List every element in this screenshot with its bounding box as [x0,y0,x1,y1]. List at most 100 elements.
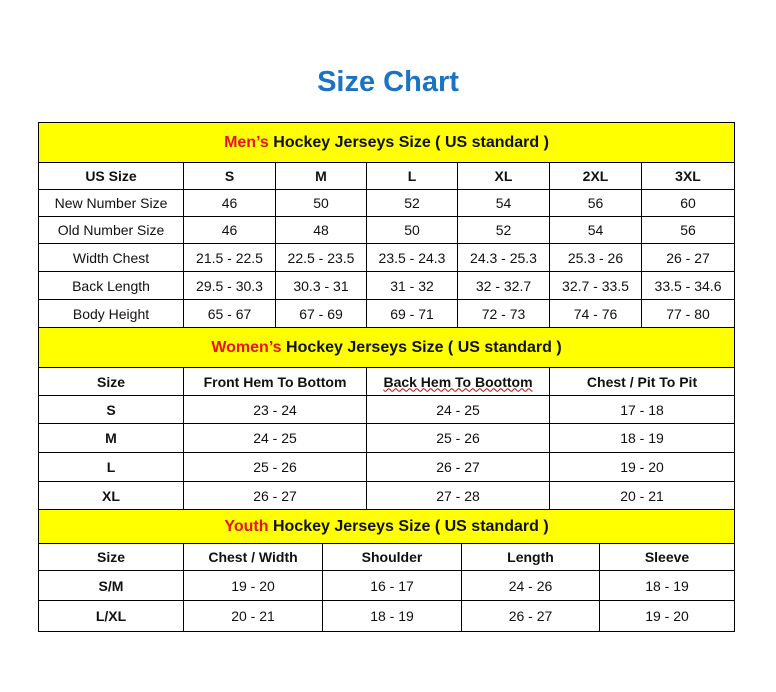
column-header: US Size [38,162,184,190]
table-cell: 27 - 28 [366,481,550,510]
table-cell: 24 - 25 [366,395,550,424]
row-label: XL [38,481,184,510]
column-header: Shoulder [322,543,462,571]
table-cell: 52 [366,189,458,217]
column-header: Sleeve [598,543,736,571]
table-cell: 18 - 19 [322,600,462,632]
column-header: L [366,162,458,190]
women-label: Women’s [211,338,282,356]
table-cell: 26 - 27 [640,243,736,272]
row-label: L/XL [38,600,184,632]
table-cell: 54 [457,189,550,217]
table-row: S/M 19 - 20 16 - 17 24 - 26 18 - 19 [38,570,736,601]
table-cell: 26 - 27 [366,452,550,482]
table-cell: 23.5 - 24.3 [366,243,458,272]
row-label: S/M [38,570,184,601]
table-row: Body Height 65 - 67 67 - 69 69 - 71 72 - 73 7… [38,299,736,328]
table-cell: 50 [275,189,367,217]
table-cell: 32 - 32.7 [457,271,550,300]
youth-label: Youth [224,517,269,535]
table-cell: 52 [457,216,550,244]
column-header: XL [457,162,550,190]
table-row: Old Number Size 46 48 50 52 54 56 [38,216,736,244]
table-cell: 65 - 67 [183,299,276,328]
table-cell: 77 - 80 [640,299,736,328]
table-cell: 20 - 21 [548,481,736,510]
table-cell: 20 - 21 [183,600,323,632]
table-cell: 56 [640,216,736,244]
table-cell: 25.3 - 26 [549,243,642,272]
table-cell: 24.3 - 25.3 [457,243,550,272]
table-cell: 22.5 - 23.5 [275,243,367,272]
table-cell: 21.5 - 22.5 [183,243,276,272]
table-row: L 25 - 26 26 - 27 19 - 20 [38,452,736,482]
table-cell: 69 - 71 [366,299,458,328]
heading-text: Hockey Jerseys Size ( US standard ) [281,338,562,356]
column-header: Size [38,543,184,571]
column-header: 2XL [549,162,642,190]
table-row: M 24 - 25 25 - 26 18 - 19 [38,423,736,453]
youth-section-heading: Youth Hockey Jerseys Size ( US standard … [37,509,736,544]
table-cell: 26 - 27 [461,600,600,632]
row-label: Width Chest [38,243,184,272]
women-size-table: Women’s Hockey Jerseys Size ( US standar… [37,327,736,510]
table-cell: 74 - 76 [549,299,642,328]
header-row: Size Chest / Width Shoulder Length Sleeve [38,543,736,571]
row-label: M [38,423,184,453]
column-header: M [275,162,367,190]
table-cell: 25 - 26 [366,423,550,453]
table-cell: 48 [275,216,367,244]
table-cell: 26 - 27 [183,481,367,510]
table-cell: 60 [640,189,736,217]
heading-text: Hockey Jerseys Size ( US standard ) [268,133,549,151]
heading-text: Hockey Jerseys Size ( US standard ) [268,517,549,535]
header-row: US Size S M L XL 2XL 3XL [38,162,736,190]
table-cell: 30.3 - 31 [275,271,367,300]
column-header: Chest / Width [183,543,323,571]
table-cell: 19 - 20 [548,452,736,482]
column-header: Size [38,367,184,396]
table-cell: 16 - 17 [322,570,462,601]
table-cell: 33.5 - 34.6 [640,271,736,300]
column-header: S [183,162,276,190]
header-row: Size Front Hem To Bottom Back Hem To Boott… [38,367,736,396]
row-label: L [38,452,184,482]
table-cell: 31 - 32 [366,271,458,300]
table-cell: 54 [549,216,642,244]
table-row: L/XL 20 - 21 18 - 19 26 - 27 19 - 20 [38,600,736,632]
page-title: Size Chart [317,66,459,98]
column-header: Back Hem To Boottom [366,367,550,396]
table-cell: 46 [183,216,276,244]
column-header: 3XL [640,162,736,190]
table-cell: 46 [183,189,276,217]
row-label: Body Height [38,299,184,328]
table-cell: 18 - 19 [598,570,736,601]
men-size-table: Men’s Hockey Jerseys Size ( US standard … [37,122,736,328]
women-section-heading: Women’s Hockey Jerseys Size ( US standar… [37,327,736,368]
table-cell: 50 [366,216,458,244]
table-cell: 72 - 73 [457,299,550,328]
table-cell: 23 - 24 [183,395,367,424]
table-cell: 19 - 20 [598,600,736,632]
row-label: S [38,395,184,424]
column-header: Chest / Pit To Pit [548,367,736,396]
row-label: Back Length [38,271,184,300]
table-cell: 56 [549,189,642,217]
table-row: XL 26 - 27 27 - 28 20 - 21 [38,481,736,510]
column-header: Length [461,543,600,571]
youth-size-table: Youth Hockey Jerseys Size ( US standard … [37,509,736,632]
table-cell: 19 - 20 [183,570,323,601]
table-cell: 67 - 69 [275,299,367,328]
table-cell: 18 - 19 [548,423,736,453]
table-cell: 17 - 18 [548,395,736,424]
column-header: Front Hem To Bottom [183,367,367,396]
row-label: Old Number Size [38,216,184,244]
table-cell: 24 - 26 [461,570,600,601]
table-row: Back Length 29.5 - 30.3 30.3 - 31 31 - 32 32… [38,271,736,300]
men-section-heading: Men’s Hockey Jerseys Size ( US standard … [37,122,736,163]
table-cell: 29.5 - 30.3 [183,271,276,300]
table-cell: 24 - 25 [183,423,367,453]
men-label: Men’s [224,133,269,151]
table-row: S 23 - 24 24 - 25 17 - 18 [38,395,736,424]
row-label: New Number Size [38,189,184,217]
